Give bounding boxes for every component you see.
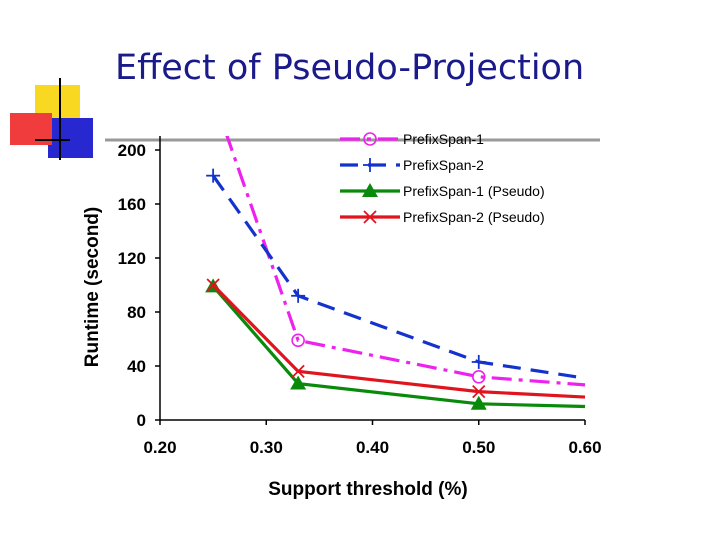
y-axis-title: Runtime (second)	[82, 207, 103, 367]
series-line-2	[211, 174, 586, 380]
circle-marker	[363, 132, 377, 146]
series-line-1	[225, 136, 586, 387]
series-line-3	[211, 285, 586, 409]
plus-marker	[291, 288, 306, 303]
y-tick-label: 80	[127, 303, 146, 322]
x-marker	[291, 364, 305, 379]
y-tick-label: 0	[137, 411, 146, 430]
triangle-marker	[470, 395, 487, 410]
circle-marker	[291, 333, 305, 348]
x-tick-label: 0.50	[462, 438, 495, 457]
legend-label: PrefixSpan-1 (Pseudo)	[403, 183, 545, 199]
circle-marker	[471, 369, 486, 384]
legend-label: PrefixSpan-1	[403, 131, 484, 147]
x-marker	[472, 385, 486, 399]
triangle-marker	[290, 375, 307, 390]
y-tick-label: 200	[118, 141, 146, 160]
x-marker	[363, 210, 377, 224]
x-tick-label: 0.40	[356, 438, 389, 457]
x-marker	[206, 278, 220, 292]
x-tick-label: 0.30	[250, 438, 283, 457]
y-tick-label: 40	[127, 357, 146, 376]
y-tick-label: 120	[118, 249, 146, 268]
plus-marker	[471, 354, 486, 369]
legend-label: PrefixSpan-2 (Pseudo)	[403, 209, 545, 225]
triangle-marker	[362, 183, 378, 197]
x-tick-label: 0.20	[143, 438, 176, 457]
plus-marker	[363, 158, 377, 172]
y-tick-label: 160	[118, 195, 146, 214]
blue-square	[48, 118, 93, 158]
x-axis-title: Support threshold (%)	[268, 479, 467, 500]
decorative-squares	[10, 78, 93, 160]
x-tick-label: 0.60	[568, 438, 601, 457]
plus-marker	[206, 168, 221, 183]
slide-title: Effect of Pseudo-Projection	[115, 48, 585, 88]
series-line-4	[211, 283, 586, 399]
legend-label: PrefixSpan-2	[403, 157, 484, 173]
